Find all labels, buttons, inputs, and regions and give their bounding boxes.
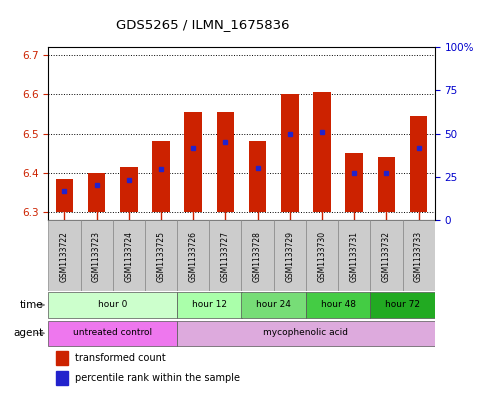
Text: GSM1133728: GSM1133728 — [253, 231, 262, 281]
Bar — [249, 141, 267, 212]
Bar — [410, 116, 427, 212]
FancyBboxPatch shape — [209, 220, 242, 291]
FancyBboxPatch shape — [81, 220, 113, 291]
Text: GSM1133731: GSM1133731 — [350, 231, 359, 282]
Text: GDS5265 / ILMN_1675836: GDS5265 / ILMN_1675836 — [116, 18, 290, 31]
Bar — [48, 321, 177, 346]
Text: time: time — [20, 300, 43, 310]
FancyBboxPatch shape — [113, 220, 145, 291]
Text: transformed count: transformed count — [75, 353, 166, 363]
Text: percentile rank within the sample: percentile rank within the sample — [75, 373, 241, 383]
Text: GSM1133723: GSM1133723 — [92, 231, 101, 282]
Bar — [313, 92, 331, 212]
Text: GSM1133722: GSM1133722 — [60, 231, 69, 281]
FancyBboxPatch shape — [370, 220, 402, 291]
FancyBboxPatch shape — [306, 220, 338, 291]
Text: agent: agent — [14, 328, 43, 338]
Text: hour 24: hour 24 — [256, 300, 291, 309]
Text: untreated control: untreated control — [73, 328, 152, 337]
Text: GSM1133725: GSM1133725 — [156, 231, 166, 282]
Text: GSM1133730: GSM1133730 — [317, 231, 327, 282]
Text: GSM1133729: GSM1133729 — [285, 231, 294, 282]
Text: GSM1133732: GSM1133732 — [382, 231, 391, 282]
Text: GSM1133726: GSM1133726 — [189, 231, 198, 282]
Bar — [120, 167, 138, 212]
Bar — [185, 112, 202, 212]
Bar — [306, 292, 370, 318]
Text: hour 48: hour 48 — [321, 300, 355, 309]
Bar — [56, 371, 68, 385]
Bar — [370, 292, 435, 318]
Text: GSM1133733: GSM1133733 — [414, 231, 423, 282]
Bar — [88, 173, 105, 212]
Bar — [242, 292, 306, 318]
Bar — [177, 321, 435, 346]
Text: hour 12: hour 12 — [192, 300, 227, 309]
FancyBboxPatch shape — [274, 220, 306, 291]
Bar — [216, 112, 234, 212]
Bar — [177, 292, 242, 318]
Bar — [345, 153, 363, 212]
Text: mycophenolic acid: mycophenolic acid — [263, 328, 348, 337]
FancyBboxPatch shape — [402, 220, 435, 291]
Bar — [378, 157, 395, 212]
Text: GSM1133724: GSM1133724 — [124, 231, 133, 282]
Bar — [56, 351, 68, 365]
Text: hour 0: hour 0 — [98, 300, 128, 309]
Text: hour 72: hour 72 — [385, 300, 420, 309]
Bar — [56, 179, 73, 212]
Text: GSM1133727: GSM1133727 — [221, 231, 230, 282]
Bar — [152, 141, 170, 212]
FancyBboxPatch shape — [177, 220, 209, 291]
FancyBboxPatch shape — [145, 220, 177, 291]
FancyBboxPatch shape — [338, 220, 370, 291]
FancyBboxPatch shape — [242, 220, 274, 291]
Bar — [281, 94, 298, 212]
Bar — [48, 292, 177, 318]
FancyBboxPatch shape — [48, 220, 81, 291]
